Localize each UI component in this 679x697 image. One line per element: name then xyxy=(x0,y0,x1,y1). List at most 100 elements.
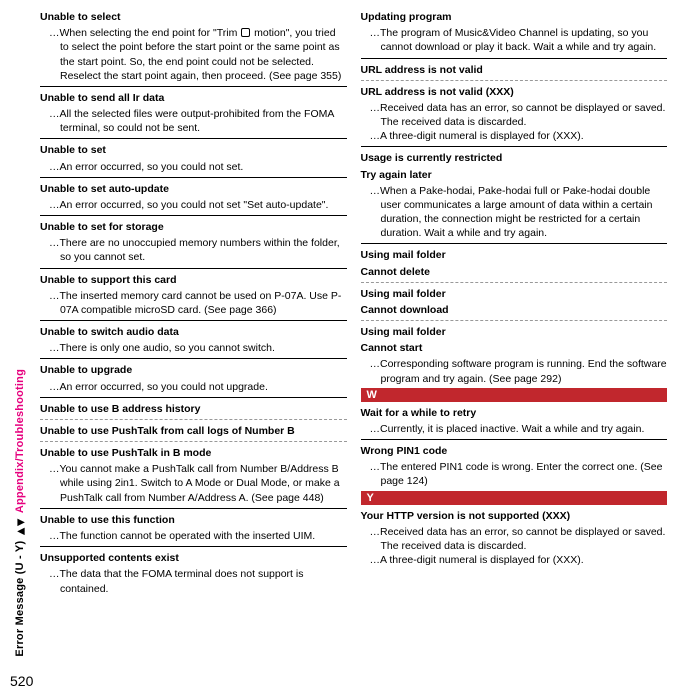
divider xyxy=(40,268,347,269)
entry-title: Unable to select xyxy=(40,10,347,24)
entry-title: Your HTTP version is not supported (XXX) xyxy=(361,509,668,523)
content-columns: Unable to select When selecting the end … xyxy=(40,10,667,598)
entry-title: Unable to use B address history xyxy=(40,402,347,416)
entry-title: Unable to use PushTalk from call logs of… xyxy=(40,424,347,438)
entry-body: Received data has an error, so cannot be… xyxy=(361,101,668,129)
entry-title: URL address is not valid (XXX) xyxy=(361,85,668,99)
divider xyxy=(40,397,347,398)
entry: Updating program The program of Music&Vi… xyxy=(361,10,668,55)
entry-body: When a Pake-hodai, Pake-hodai full or Pa… xyxy=(361,184,668,241)
page-number: 520 xyxy=(10,673,33,689)
trim-icon xyxy=(241,28,250,37)
entry: Unable to set An error occurred, so you … xyxy=(40,143,347,173)
entry: Unable to support this card The inserted… xyxy=(40,273,347,318)
entry: URL address is not valid xyxy=(361,63,668,77)
divider xyxy=(40,320,347,321)
entry: Unable to use PushTalk in B mode You can… xyxy=(40,446,347,505)
entry-body: There are no unoccupied memory numbers w… xyxy=(40,236,347,264)
entry-title: Using mail folder xyxy=(361,325,668,339)
section-heading-y: Y xyxy=(361,491,668,505)
spine-suffix: Appendix/Troubleshooting xyxy=(14,369,26,513)
entry: Using mail folder Cannot download xyxy=(361,287,668,317)
entry-body: An error occurred, so you could not upgr… xyxy=(40,380,347,394)
entry-body: You cannot make a PushTalk call from Num… xyxy=(40,462,347,505)
entry-title: Unable to use this function xyxy=(40,513,347,527)
divider xyxy=(40,215,347,216)
entry-title: URL address is not valid xyxy=(361,63,668,77)
entry-body: The entered PIN1 code is wrong. Enter th… xyxy=(361,460,668,488)
entry: Unable to set for storage There are no u… xyxy=(40,220,347,265)
entry-title: Cannot delete xyxy=(361,265,668,279)
divider xyxy=(40,546,347,547)
divider xyxy=(40,508,347,509)
divider xyxy=(40,138,347,139)
entry-title: Unable to upgrade xyxy=(40,363,347,377)
entry-body: Received data has an error, so cannot be… xyxy=(361,525,668,553)
entry: Unable to use PushTalk from call logs of… xyxy=(40,424,347,438)
spine-label: Error Message (U - Y) ▶◀ Appendix/Troubl… xyxy=(6,0,34,657)
divider xyxy=(361,146,668,147)
entry-body: An error occurred, so you could not set. xyxy=(40,160,347,174)
entry: Unable to send all Ir data All the selec… xyxy=(40,91,347,136)
entry-title: Updating program xyxy=(361,10,668,24)
entry: Unable to select When selecting the end … xyxy=(40,10,347,83)
entry-title: Unable to support this card xyxy=(40,273,347,287)
divider-dashed xyxy=(361,282,668,283)
entry-body: A three-digit numeral is displayed for (… xyxy=(361,129,668,143)
entry: Unable to set auto-update An error occur… xyxy=(40,182,347,212)
entry-title: Wrong PIN1 code xyxy=(361,444,668,458)
entry: Using mail folder Cannot delete xyxy=(361,248,668,278)
divider-dashed xyxy=(40,441,347,442)
entry: Wrong PIN1 code The entered PIN1 code is… xyxy=(361,444,668,489)
entry-title: Using mail folder xyxy=(361,287,668,301)
entry-title: Unsupported contents exist xyxy=(40,551,347,565)
divider xyxy=(361,439,668,440)
section-heading-w: W xyxy=(361,388,668,402)
entry: Using mail folder Cannot start Correspon… xyxy=(361,325,668,386)
entry-body: A three-digit numeral is displayed for (… xyxy=(361,553,668,567)
entry: Unsupported contents exist The data that… xyxy=(40,551,347,596)
entry-title: Unable to set auto-update xyxy=(40,182,347,196)
entry: URL address is not valid (XXX) Received … xyxy=(361,85,668,144)
divider xyxy=(40,177,347,178)
entry-title: Unable to switch audio data xyxy=(40,325,347,339)
left-column: Unable to select When selecting the end … xyxy=(40,10,347,598)
entry-title: Try again later xyxy=(361,168,668,182)
spine-text: Error Message (U - Y) ▶◀ Appendix/Troubl… xyxy=(14,369,26,657)
divider xyxy=(361,243,668,244)
entry: Wait for a while to retry Currently, it … xyxy=(361,406,668,436)
entry-title: Cannot download xyxy=(361,303,668,317)
entry-title: Unable to send all Ir data xyxy=(40,91,347,105)
entry-body: An error occurred, so you could not set … xyxy=(40,198,347,212)
entry-body: The data that the FOMA terminal does not… xyxy=(40,567,347,595)
entry-body: The function cannot be operated with the… xyxy=(40,529,347,543)
entry: Unable to upgrade An error occurred, so … xyxy=(40,363,347,393)
entry: Unable to use B address history xyxy=(40,402,347,416)
spine-arrows-icon: ▶◀ xyxy=(15,517,25,538)
divider-dashed xyxy=(40,419,347,420)
entry: Usage is currently restricted Try again … xyxy=(361,151,668,240)
entry: Unable to switch audio data There is onl… xyxy=(40,325,347,355)
entry-title: Unable to set for storage xyxy=(40,220,347,234)
entry: Your HTTP version is not supported (XXX)… xyxy=(361,509,668,568)
entry: Unable to use this function The function… xyxy=(40,513,347,543)
divider-dashed xyxy=(361,80,668,81)
entry-body: The program of Music&Video Channel is up… xyxy=(361,26,668,54)
divider xyxy=(40,86,347,87)
entry-title: Usage is currently restricted xyxy=(361,151,668,165)
entry-body: There is only one audio, so you cannot s… xyxy=(40,341,347,355)
entry-body: When selecting the end point for "Trim m… xyxy=(40,26,347,83)
right-column: Updating program The program of Music&Vi… xyxy=(361,10,668,598)
spine-prefix: Error Message (U - Y) xyxy=(14,541,26,657)
entry-body: Corresponding software program is runnin… xyxy=(361,357,668,385)
page-container: Error Message (U - Y) ▶◀ Appendix/Troubl… xyxy=(0,0,679,697)
entry-title: Cannot start xyxy=(361,341,668,355)
entry-title: Wait for a while to retry xyxy=(361,406,668,420)
entry-title: Using mail folder xyxy=(361,248,668,262)
entry-body: Currently, it is placed inactive. Wait a… xyxy=(361,422,668,436)
divider-dashed xyxy=(361,320,668,321)
divider xyxy=(361,58,668,59)
entry-body: The inserted memory card cannot be used … xyxy=(40,289,347,317)
entry-title: Unable to set xyxy=(40,143,347,157)
entry-body: All the selected files were output-prohi… xyxy=(40,107,347,135)
